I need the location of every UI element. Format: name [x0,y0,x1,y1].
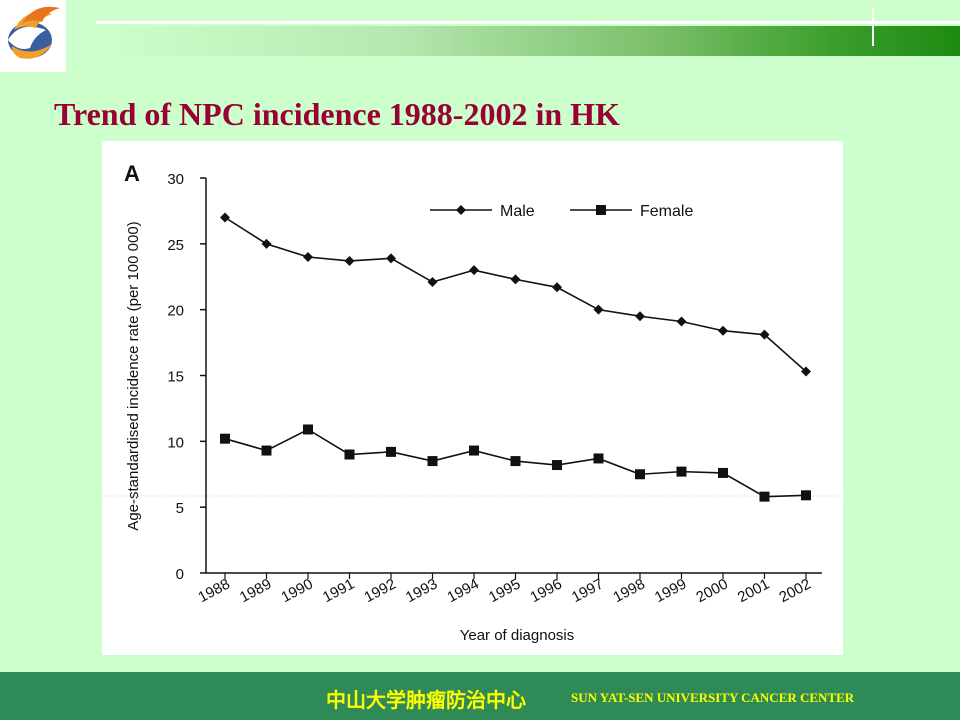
x-tick-label: 2002 [776,576,813,607]
footer-institution-cn: 中山大学肿瘤防治中心 [326,688,526,712]
male-point [510,274,521,285]
female-legend-label: Female [640,203,693,220]
y-tick-label: 30 [167,171,184,188]
x-tick-label: 1995 [486,576,523,607]
x-tick-label: 1989 [237,576,274,607]
line-chart: 0 5 10 15 20 25 30 1988 1989 1990 1991 1992 1993 1994… [102,161,843,644]
y-tick-label: 15 [167,369,184,386]
x-tick-label: 1991 [320,576,357,607]
female-point [427,456,438,467]
male-point [386,253,396,264]
female-point [635,469,645,480]
x-tick-label: 1990 [278,576,315,607]
male-point [718,325,728,336]
header-rule [96,21,960,24]
footer-bar [0,672,960,720]
male-point [427,277,438,288]
female-point [718,467,728,478]
female-point [220,433,230,444]
header-band [96,26,960,56]
male-point [344,255,355,266]
male-legend-marker [456,205,466,215]
male-legend-label: Male [500,203,535,220]
y-tick-label: 10 [167,434,184,451]
male-point [676,316,687,327]
male-point [801,366,811,377]
female-point [303,424,313,435]
y-tick-label: 25 [167,237,184,254]
female-point [593,453,604,464]
male-point [552,282,562,293]
x-tick-label: 1992 [361,576,398,607]
female-point [386,446,396,457]
chart-panel: 0 5 10 15 20 25 30 1988 1989 1990 1991 1992 1993 1994… [102,141,843,655]
male-point [759,329,770,340]
x-tick-label: 1999 [652,576,689,607]
footer-institution-en: SUN YAT-SEN UNIVERSITY CANCER CENTER [571,690,855,705]
x-tick-label: 1996 [527,576,564,607]
x-tick-label: 2001 [735,576,772,607]
male-point [469,265,479,276]
x-tick-label: 1997 [569,576,606,607]
male-point [220,212,230,223]
y-axis-label: Age-standardised incidence rate (per 100… [125,221,142,530]
female-point [469,445,479,456]
male-series-line [224,216,807,373]
female-point [759,491,770,502]
female-point [676,466,687,477]
x-tick-label: 1993 [403,576,440,607]
y-tick-label: 0 [176,566,184,583]
y-tick-label: 20 [167,303,184,320]
female-legend-marker [596,205,606,215]
header-tick [872,8,874,46]
x-tick-label: 1994 [444,576,481,607]
male-point [261,238,272,249]
female-point [510,456,521,467]
y-tick-label: 5 [176,500,184,517]
slide-title: Trend of NPC incidence 1988-2002 in HK [54,96,620,132]
male-point [303,252,313,262]
female-point [801,490,811,501]
x-axis-label: Year of diagnosis [460,627,575,644]
x-tick-label: 1998 [610,576,647,607]
hand-flame-logo-icon [8,6,60,59]
panel-letter: A [124,161,140,186]
female-point [261,445,272,456]
male-point [593,304,604,315]
female-point [552,460,562,471]
female-point [344,449,355,460]
logo [0,0,66,72]
x-tick-label: 1988 [195,576,232,607]
male-point [635,311,645,322]
x-tick-label: 2000 [693,576,730,607]
